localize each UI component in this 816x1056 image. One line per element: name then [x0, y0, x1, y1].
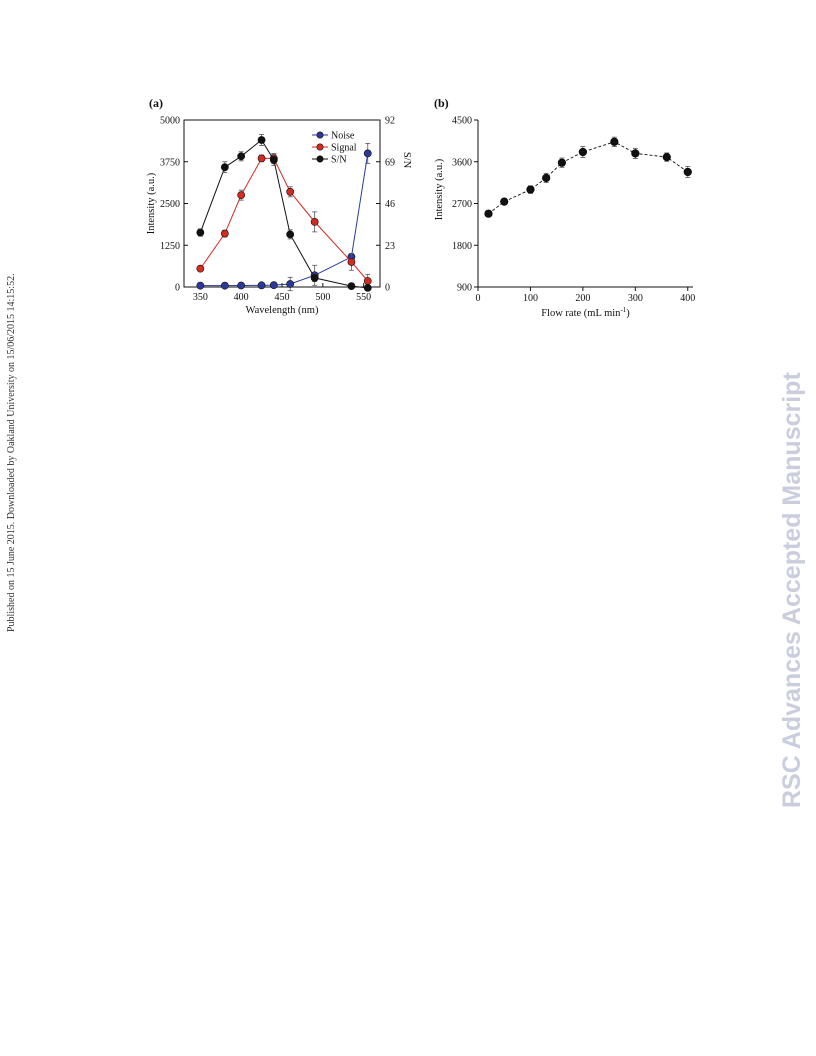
- y-tick-label: 2700: [452, 199, 472, 210]
- series-line: [200, 153, 369, 287]
- x-tick-label: 100: [523, 293, 538, 304]
- data-point: [631, 149, 640, 158]
- data-point: [269, 281, 278, 290]
- side-note-text: Published on 15 June 2015. Downloaded by…: [6, 273, 17, 632]
- y-tick-label: 1800: [452, 241, 472, 252]
- data-point: [269, 156, 278, 164]
- data-point: [257, 281, 266, 290]
- legend-entry: S/N: [331, 155, 347, 166]
- legend-entry: Noise: [331, 131, 355, 142]
- y-tick-label: 3600: [452, 157, 472, 168]
- y-tick-label: 5000: [160, 116, 180, 127]
- y-tick-label: 4500: [452, 116, 472, 127]
- y-tick-label: 1250: [160, 241, 180, 252]
- data-point: [363, 149, 372, 158]
- y-axis-label: Intensity (a.u.): [434, 158, 445, 220]
- panel-label: (a): [149, 96, 163, 110]
- y-axis-label: Intensity (a.u.): [146, 172, 157, 234]
- data-point: [662, 153, 671, 162]
- data-point: [363, 284, 372, 292]
- data-point: [286, 280, 295, 288]
- data-point: [286, 230, 295, 239]
- data-point: [347, 282, 356, 290]
- y2-tick-label: 46: [385, 199, 395, 210]
- legend-marker: [316, 155, 324, 163]
- data-point: [310, 217, 319, 226]
- data-point: [484, 209, 493, 218]
- chart-a: (a) 350 400 450 500 550 0 1250 2500 3750 5000 0 23 46…: [146, 96, 412, 316]
- data-point: [557, 158, 567, 167]
- data-point: [610, 137, 619, 146]
- x-tick-label: 500: [315, 292, 330, 303]
- data-point: [220, 281, 229, 290]
- series-flow-rate: [484, 136, 692, 218]
- data-point: [363, 277, 372, 285]
- x-tick-label: 400: [680, 293, 695, 304]
- x-tick-label: 0: [476, 293, 481, 304]
- series-sn: [196, 134, 372, 292]
- data-point: [220, 163, 229, 172]
- data-point: [526, 185, 535, 194]
- data-point: [347, 258, 356, 266]
- y-tick-label: 2500: [160, 199, 180, 210]
- x-tick-label: 350: [193, 292, 208, 303]
- series-line: [199, 157, 369, 282]
- data-point: [196, 281, 205, 290]
- y2-tick-label: 92: [385, 116, 395, 127]
- x-tick-label: 300: [628, 293, 643, 304]
- data-point: [220, 229, 229, 238]
- y2-axis-label: S/N: [401, 152, 412, 169]
- legend-entry: Signal: [331, 143, 357, 154]
- x-axis-label: Wavelength (nm): [246, 305, 319, 316]
- watermark-text: RSC Advances Accepted Manuscript: [778, 372, 806, 808]
- y2-tick-label: 23: [385, 241, 395, 252]
- x-tick-label: 200: [575, 293, 590, 304]
- data-point: [257, 136, 266, 144]
- data-point: [196, 228, 205, 237]
- x-tick-label: 550: [356, 292, 371, 303]
- y-tick-label: 3750: [160, 157, 180, 168]
- x-axis-label: Flow rate (mL min-1): [541, 306, 630, 319]
- watermark: RSC Advances Accepted Manuscript: [778, 372, 806, 808]
- x-tick-label: 450: [275, 292, 290, 303]
- data-point: [237, 152, 246, 161]
- chart-b: (b) 0 100 200 300 400 900 1800 2700 3600 4500 Flow …: [434, 96, 695, 319]
- panel-label: (b): [434, 96, 449, 110]
- data-point: [237, 281, 246, 290]
- data-point: [310, 274, 319, 282]
- y2-tick-label: 69: [385, 157, 395, 168]
- series-line: [488, 141, 689, 215]
- side-note: Published on 15 June 2015. Downloaded by…: [6, 273, 17, 632]
- y-tick-label: 0: [175, 283, 180, 294]
- y2-tick-label: 0: [385, 283, 390, 294]
- data-point: [500, 197, 509, 206]
- legend-marker: [316, 143, 324, 151]
- data-point: [196, 264, 205, 273]
- data-point: [578, 147, 587, 157]
- data-point: [286, 187, 295, 196]
- y-tick-label: 900: [457, 283, 472, 294]
- legend-marker: [316, 131, 324, 139]
- x-tick-label: 400: [234, 292, 249, 303]
- data-point: [683, 167, 692, 177]
- data-point: [542, 173, 551, 183]
- data-point: [237, 191, 246, 200]
- data-point: [257, 154, 266, 163]
